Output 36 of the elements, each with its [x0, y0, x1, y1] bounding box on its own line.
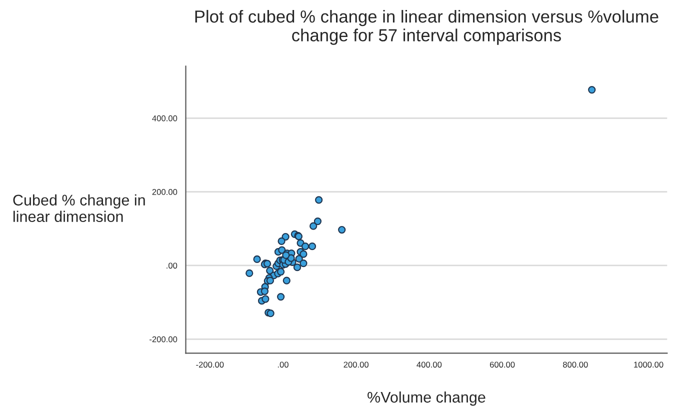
y-tick-label: .00	[166, 262, 178, 269]
point	[276, 292, 285, 301]
point	[278, 237, 286, 245]
y-tick-label: -200.00	[150, 336, 178, 342]
x-tick-label: 600.00	[490, 362, 515, 368]
point	[301, 242, 310, 250]
point	[588, 86, 596, 94]
point	[293, 264, 302, 272]
point	[266, 276, 274, 284]
point	[276, 268, 285, 276]
point	[282, 276, 290, 284]
x-axis-title: %Volume change	[368, 391, 486, 406]
x-tick-label: .00	[278, 362, 288, 368]
y-axis-title: Cubed % change in linear dimension	[13, 194, 145, 222]
x-tick-label: 400.00	[416, 362, 442, 368]
y-tick-label: 400.00	[152, 115, 178, 122]
point	[315, 196, 323, 204]
x-tick-label: 200.00	[344, 362, 369, 368]
point	[246, 269, 254, 278]
point	[314, 217, 322, 226]
point	[266, 266, 274, 274]
x-tick-label: 1000.00	[634, 362, 664, 368]
x-tick-label: 800.00	[563, 362, 588, 368]
point	[300, 259, 308, 268]
x-tick-label: -200.00	[196, 362, 224, 368]
point	[308, 242, 316, 250]
y-tick-label: 200.00	[152, 189, 178, 195]
point	[338, 226, 346, 234]
point	[262, 295, 270, 303]
point	[295, 255, 303, 263]
point	[282, 232, 290, 241]
point	[260, 287, 269, 296]
point	[300, 250, 308, 258]
point	[310, 222, 318, 230]
point	[253, 255, 261, 264]
chart-title: Plot of cubed % change in linear dimension versus %volume change for 57 interval comparisons	[195, 10, 658, 45]
